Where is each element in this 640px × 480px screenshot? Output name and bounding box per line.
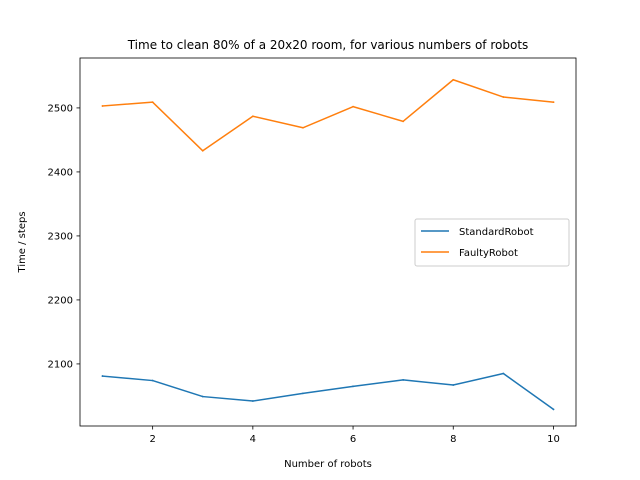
chart-title: Time to clean 80% of a 20x20 room, for v…	[127, 38, 529, 52]
data-point-faultyrobot	[101, 105, 104, 107]
data-point-faultyrobot	[302, 126, 304, 129]
data-point-standardrobot	[101, 375, 104, 377]
legend-box	[414, 218, 570, 267]
y-axis-label: Time / steps	[17, 211, 28, 273]
data-point-faultyrobot	[502, 96, 505, 98]
data-point-faultyrobot	[352, 105, 354, 108]
x-tick-label: 10	[547, 434, 560, 445]
data-point-faultyrobot	[552, 101, 555, 104]
y-tick-label: 2500	[48, 103, 73, 114]
data-point-standardrobot	[302, 392, 304, 395]
x-tick-label: 2	[149, 434, 155, 445]
data-point-standardrobot	[402, 379, 405, 381]
y-tick-label: 2300	[48, 231, 73, 242]
x-tick-label: 4	[250, 434, 256, 445]
legend-label-faultyrobot: FaultyRobot	[459, 248, 518, 259]
y-tick-label: 2100	[48, 359, 73, 370]
data-point-faultyrobot	[151, 101, 154, 104]
y-tick-label: 2200	[48, 295, 73, 306]
data-point-standardrobot	[502, 372, 505, 375]
data-point-standardrobot	[452, 384, 455, 386]
axes-frame	[79, 57, 577, 427]
data-point-faultyrobot	[452, 78, 455, 81]
x-tick-label: 6	[350, 434, 356, 445]
legend: StandardRobot FaultyRobot	[414, 218, 570, 267]
data-point-faultyrobot	[251, 115, 254, 118]
legend-label-standardrobot: StandardRobot	[459, 227, 534, 238]
plot-area: 2 4 6 8 10 2100 2200 2300 2400 2500	[48, 57, 577, 445]
x-axis-label: Number of robots	[284, 459, 372, 470]
data-point-standardrobot	[552, 408, 555, 411]
x-tick-label: 8	[450, 434, 456, 445]
data-point-standardrobot	[352, 385, 354, 388]
data-point-standardrobot	[251, 400, 254, 402]
data-point-faultyrobot	[201, 149, 204, 152]
data-point-faultyrobot	[402, 120, 405, 123]
series-line-faultyrobot	[101, 79, 555, 152]
data-point-standardrobot	[151, 379, 154, 382]
data-point-standardrobot	[201, 395, 204, 398]
y-tick-label: 2400	[48, 167, 73, 178]
series-line-standardrobot	[101, 372, 555, 411]
